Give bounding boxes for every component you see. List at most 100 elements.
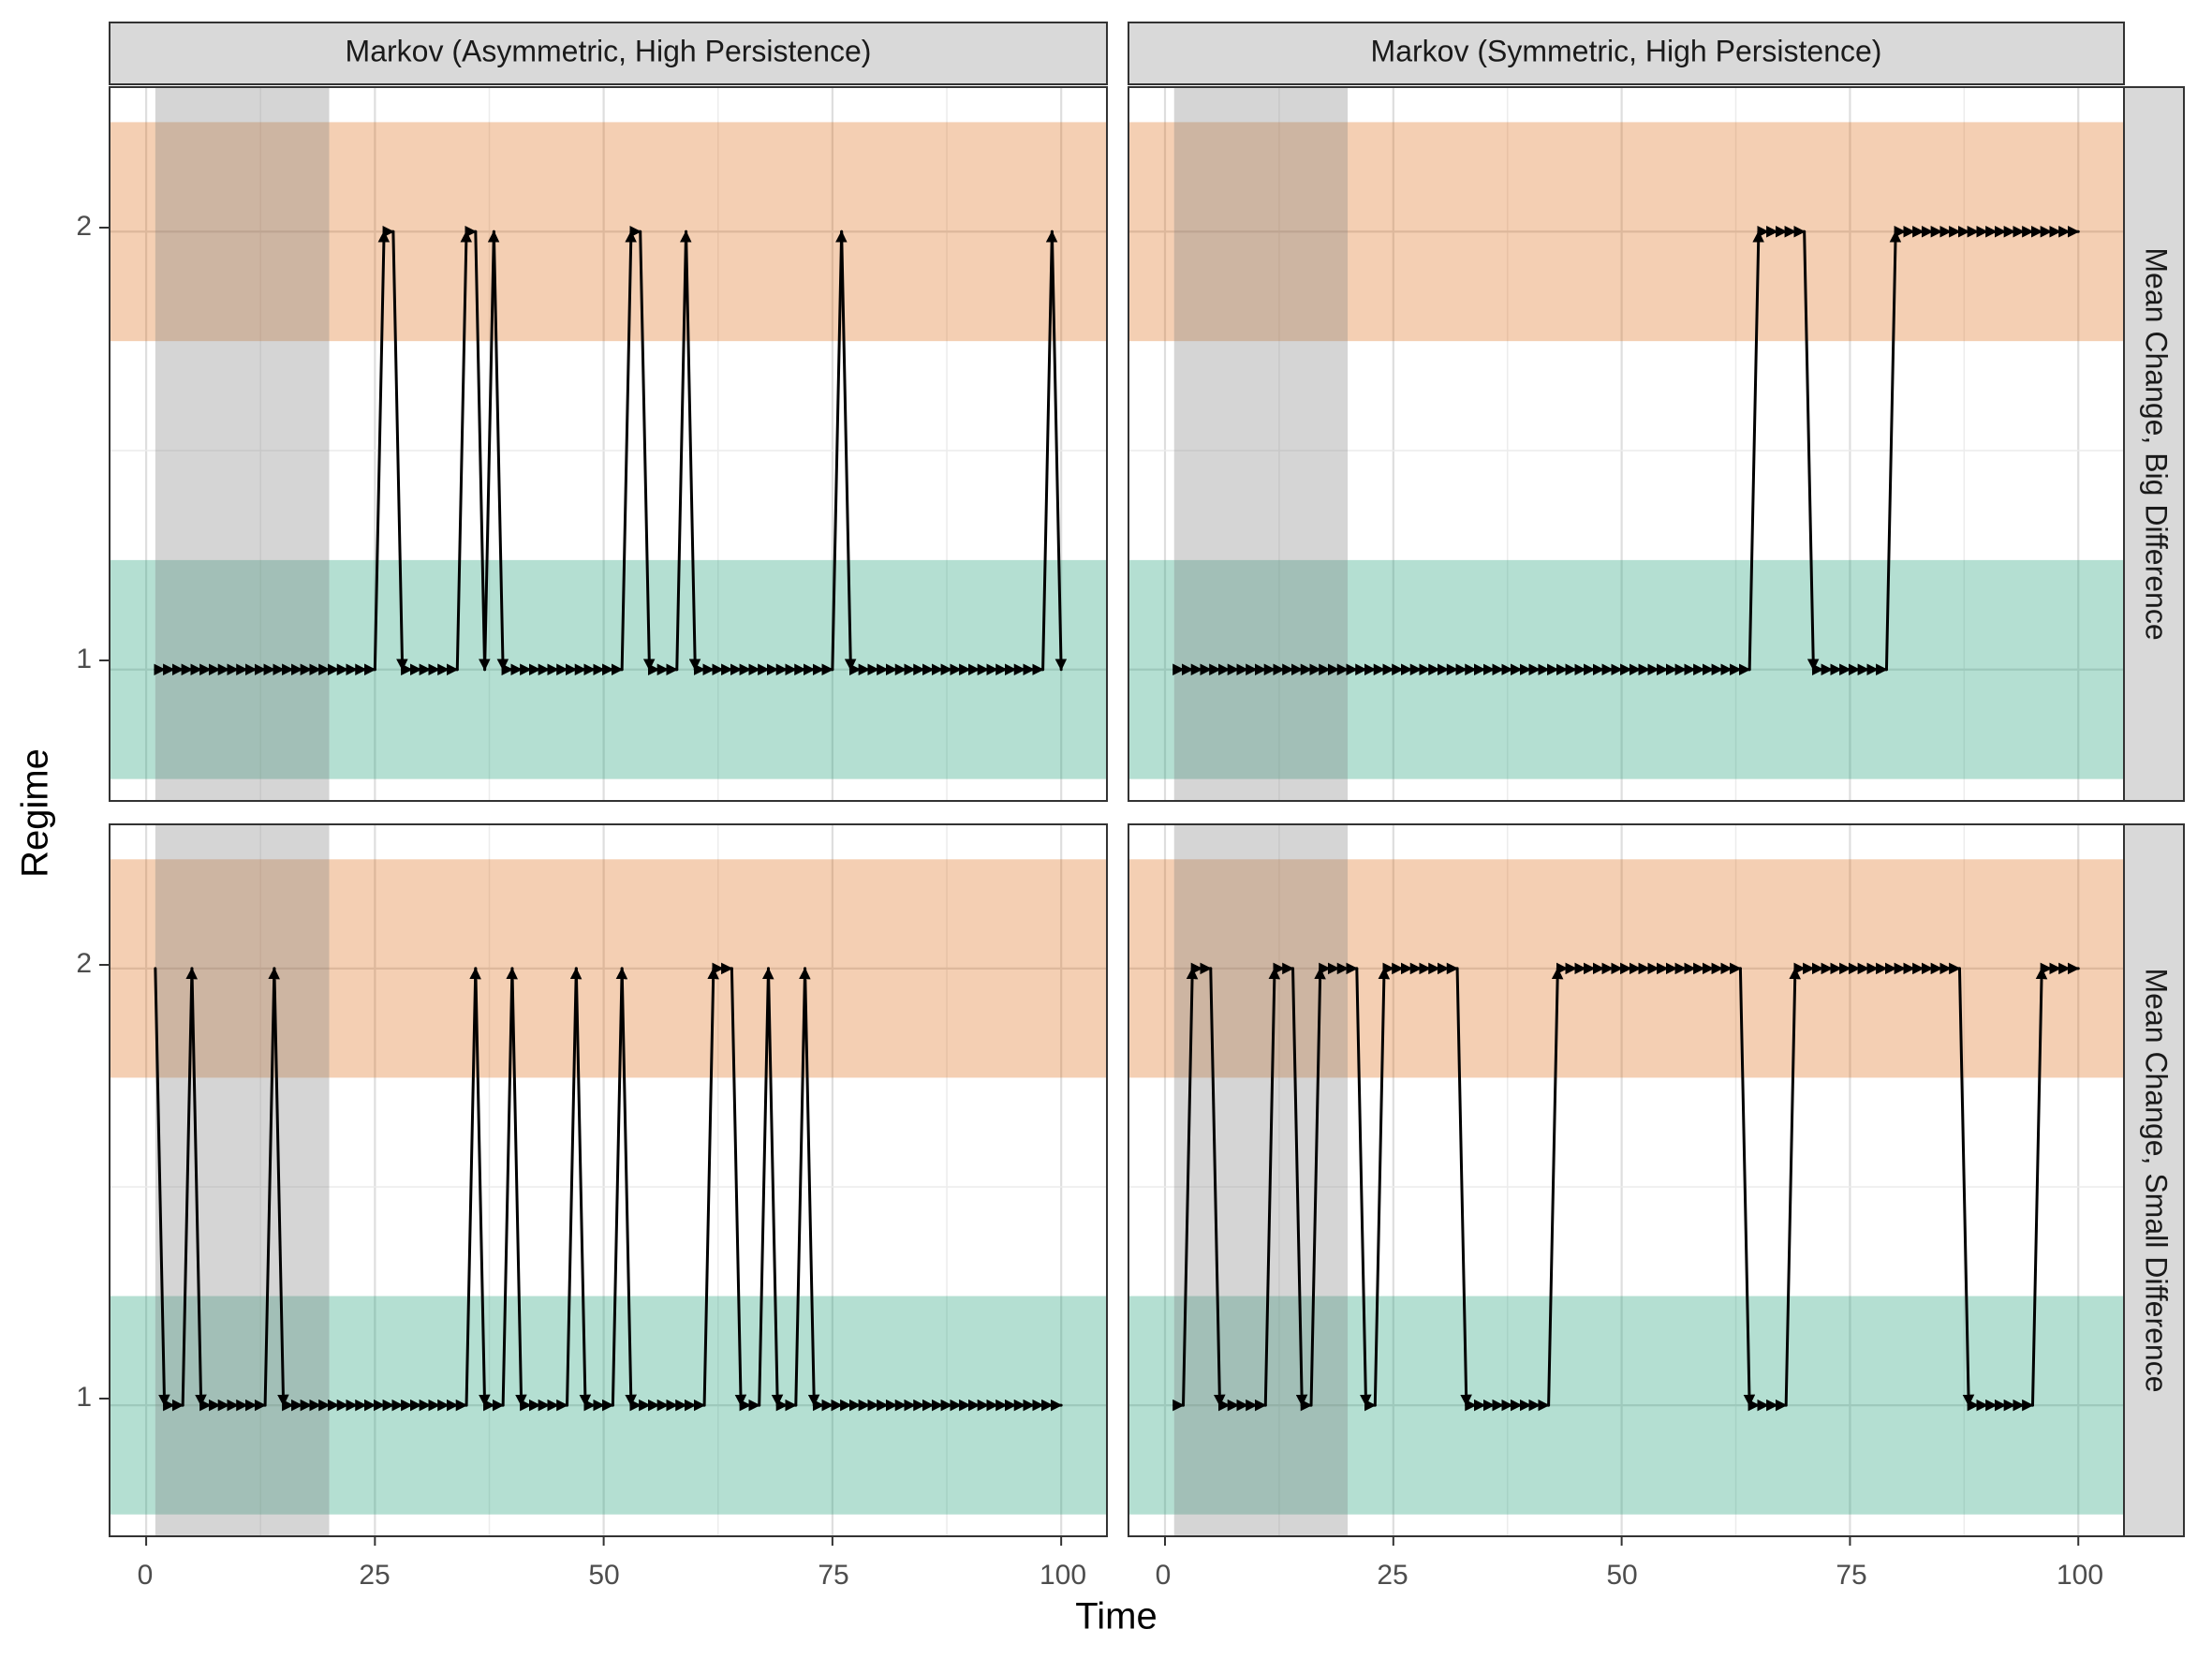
x-axis-title: Time xyxy=(1075,1596,1157,1637)
panel-border xyxy=(1128,823,2125,1537)
regime-step-arrow xyxy=(1291,967,1308,1407)
regime-step-arrow xyxy=(1309,967,1326,1407)
regime-path xyxy=(1172,225,2080,676)
regime-step-arrow xyxy=(1884,230,1902,672)
strip-row-1-label: Mean Change, Big Difference xyxy=(2140,247,2174,640)
regime-step-arrow xyxy=(1547,967,1564,1407)
x-tick-label: 25 xyxy=(1377,1560,1408,1591)
strip-col-1-label: Markov (Asymmetric, High Persistence) xyxy=(346,34,872,67)
regime-step-arrow xyxy=(620,230,637,672)
regime-step-arrow xyxy=(181,967,198,1407)
panel-border xyxy=(1128,86,2125,802)
panel-symmetric-big-difference xyxy=(1128,86,2125,802)
regime-step-arrow xyxy=(639,230,656,672)
regime-path xyxy=(154,962,1063,1412)
regime-path xyxy=(154,225,1068,676)
x-axis-col-2: 0 25 50 75 100 xyxy=(1156,1560,2103,1591)
regime-step-arrow xyxy=(1373,967,1391,1407)
strip-col-2: Markov (Symmetric, High Persistence) xyxy=(1128,22,2125,85)
regime-step-arrow xyxy=(273,967,289,1407)
regime-step-arrow xyxy=(702,967,719,1407)
regime-step-arrow xyxy=(685,230,701,672)
regime-step-arrow xyxy=(1738,967,1756,1407)
y-tick-label: 2 xyxy=(76,211,92,242)
regime-step-arrow xyxy=(766,967,784,1407)
burn-in-shade xyxy=(155,87,330,801)
regime-step-arrow xyxy=(620,967,637,1407)
regime-step-arrow xyxy=(154,967,170,1407)
x-tick-label: 75 xyxy=(1836,1560,1866,1591)
regime-step-arrow xyxy=(373,230,391,672)
regime-step-arrow xyxy=(1355,967,1372,1407)
regime-step-arrow xyxy=(1455,967,1472,1407)
strip-col-2-label: Markov (Symmetric, High Persistence) xyxy=(1371,34,1882,67)
y-tick-label: 1 xyxy=(76,644,92,674)
x-tick-label: 50 xyxy=(1606,1560,1637,1591)
panel-border xyxy=(109,823,1108,1537)
strip-col-1: Markov (Asymmetric, High Persistence) xyxy=(109,22,1108,85)
regime-path xyxy=(1172,962,2080,1412)
panel-background xyxy=(1128,87,2124,801)
regime-step-arrow xyxy=(1784,967,1801,1407)
regime-step-arrow xyxy=(840,230,857,672)
regime-step-arrow xyxy=(263,967,280,1407)
regime-step-arrow xyxy=(1263,967,1281,1407)
regime-step-arrow xyxy=(675,230,692,672)
regime-1-band xyxy=(1128,1296,2124,1515)
regime-step-arrow xyxy=(474,230,491,672)
burn-in-shade xyxy=(1173,824,1349,1536)
panel-background xyxy=(110,824,1107,1536)
regime-step-arrow xyxy=(510,967,527,1407)
panel-background xyxy=(1128,824,2124,1536)
regime-step-arrow xyxy=(611,967,628,1407)
strip-row-1: Mean Change, Big Difference xyxy=(2123,86,2185,802)
regime-step-arrow xyxy=(501,967,518,1407)
x-tick-label: 25 xyxy=(359,1560,390,1591)
x-tick-label: 75 xyxy=(818,1560,848,1591)
regime-step-arrow xyxy=(1803,230,1820,672)
panel-border xyxy=(109,86,1108,802)
regime-step-arrow xyxy=(730,967,747,1407)
strip-row-2-label: Mean Change, Small Difference xyxy=(2140,969,2174,1393)
regime-step-arrow xyxy=(465,967,481,1407)
y-axis-title: Regime xyxy=(15,748,56,878)
regime-step-arrow xyxy=(1957,967,1975,1407)
regime-step-arrow xyxy=(2030,967,2048,1407)
strip-row-2: Mean Change, Small Difference xyxy=(2123,823,2185,1537)
y-tick-label: 2 xyxy=(76,948,92,979)
x-tick-label: 0 xyxy=(1156,1560,1172,1591)
regime-step-arrow xyxy=(1041,230,1058,672)
regime-step-arrow xyxy=(758,967,774,1407)
y-tick-label: 1 xyxy=(76,1382,92,1413)
burn-in-shade xyxy=(1173,87,1349,801)
panel-background xyxy=(110,87,1107,801)
y-axis-row-2: 2 1 xyxy=(76,948,110,1413)
regime-step-arrow xyxy=(574,967,592,1407)
regime-step-arrow xyxy=(474,967,491,1407)
regime-step-arrow xyxy=(1182,967,1199,1407)
regime-step-arrow xyxy=(391,230,408,672)
x-axis-col-1: 0 25 50 75 100 xyxy=(138,1560,1086,1591)
x-tick-label: 100 xyxy=(1040,1560,1086,1591)
x-tick-label: 0 xyxy=(138,1560,154,1591)
regime-step-arrow xyxy=(190,967,207,1407)
regime-step-arrow xyxy=(566,967,582,1407)
panel-asymmetric-big-difference xyxy=(109,86,1108,802)
regime-step-arrow xyxy=(455,230,473,672)
regime-step-arrow xyxy=(804,967,820,1407)
regime-step-arrow xyxy=(492,230,509,672)
panel-symmetric-small-difference xyxy=(1128,823,2125,1546)
regime-step-arrow xyxy=(483,230,500,672)
regime-step-arrow xyxy=(1050,230,1068,672)
regime-step-arrow xyxy=(1747,230,1764,672)
burn-in-shade xyxy=(155,824,330,1536)
regime-step-arrow xyxy=(831,230,848,672)
x-tick-label: 50 xyxy=(588,1560,619,1591)
x-tick-label: 100 xyxy=(2057,1560,2103,1591)
regime-step-arrow xyxy=(1209,967,1226,1407)
panel-asymmetric-small-difference xyxy=(109,823,1108,1546)
y-axis-row-1: 2 1 xyxy=(76,211,110,674)
regime-step-arrow xyxy=(794,967,811,1407)
regime-2-band xyxy=(110,122,1107,342)
